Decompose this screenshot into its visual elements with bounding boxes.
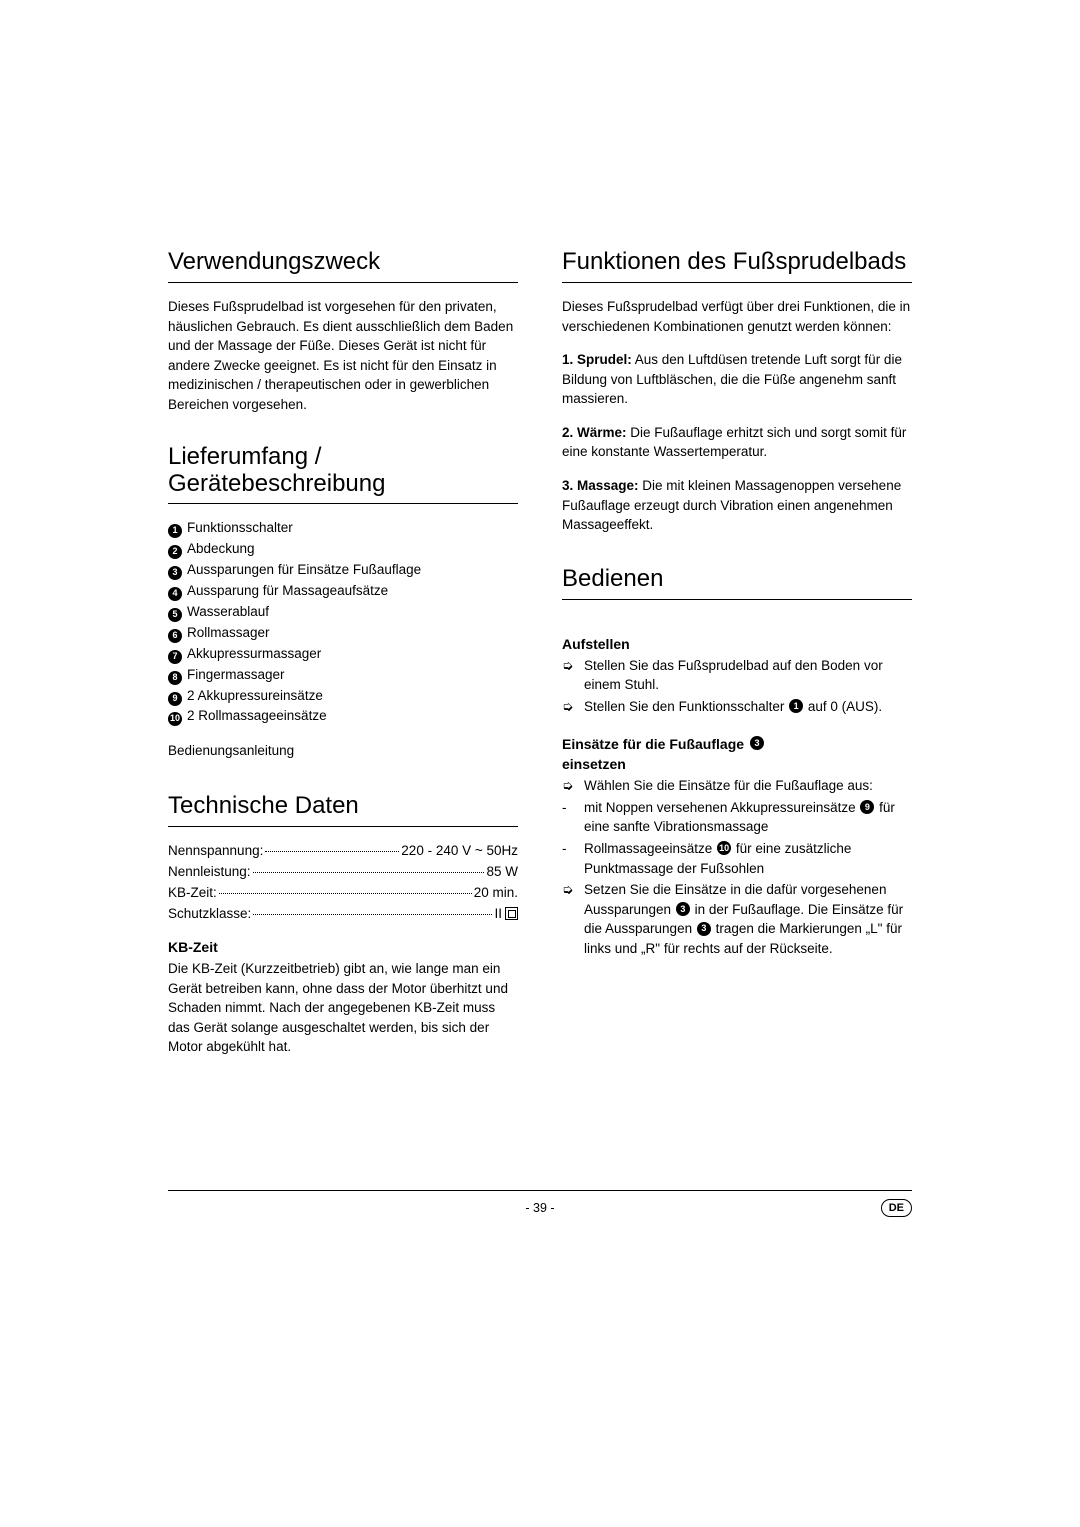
footer-line: - 39 - DE [168, 1201, 912, 1215]
number-badge-icon: 7 [168, 650, 182, 664]
parts-list-label: Fingermassager [187, 665, 285, 686]
ref-icon-10: 10 [717, 841, 731, 855]
ref-icon-9: 9 [860, 800, 874, 814]
ref-icon-3: 3 [676, 902, 690, 916]
two-column-layout: Verwendungszweck Dieses Fußsprudelbad is… [168, 248, 912, 1057]
spec-label: Schutzklasse: [168, 904, 251, 925]
aufstellen-heading: Aufstellen [562, 636, 912, 652]
heading-rule [168, 282, 518, 283]
ref-icon-1: 1 [789, 699, 803, 713]
footer-rule [168, 1190, 912, 1191]
page-footer: - 39 - DE [168, 1190, 912, 1215]
ref-icon-3: 3 [750, 736, 764, 750]
spec-table: Nennspannung:220 - 240 V ~ 50HzNennleist… [168, 841, 518, 925]
option-akkupressur: - mit Noppen versehenen Akkupressureinsä… [562, 798, 912, 837]
number-badge-icon: 2 [168, 545, 182, 559]
class-ii-icon [505, 907, 518, 920]
heading-funktionen: Funktionen des Fußsprudelbads [562, 248, 912, 276]
parts-list-label: Aussparung für Massageaufsätze [187, 581, 388, 602]
parts-list-tail: Bedienungsanleitung [168, 741, 518, 762]
kb-zeit-heading: KB-Zeit [168, 939, 518, 955]
verwendungszweck-text: Dieses Fußsprudelbad ist vorgesehen für … [168, 297, 518, 414]
parts-list-item: 1 Funktionsschalter [168, 518, 518, 539]
heading-rule [168, 826, 518, 827]
funktion-massage: 3. Massage: Die mit kleinen Massagenoppe… [562, 476, 912, 535]
parts-list-item: 6 Rollmassager [168, 623, 518, 644]
parts-list-item: 7 Akkupressurmassager [168, 644, 518, 665]
dash-icon: - [562, 798, 576, 837]
heading-rule [562, 599, 912, 600]
parts-list-label: Funktionsschalter [187, 518, 293, 539]
number-badge-icon: 9 [168, 692, 182, 706]
spec-value: 20 min. [474, 883, 518, 904]
parts-list-label: Aussparungen für Einsätze Fußauflage [187, 560, 421, 581]
parts-list: 1 Funktionsschalter 2 Abdeckung 3 Aussparunge… [168, 518, 518, 727]
parts-list-label: Rollmassager [187, 623, 270, 644]
number-badge-icon: 4 [168, 587, 182, 601]
funktion-sprudel: 1. Sprudel: Aus den Luftdüsen tretende L… [562, 350, 912, 409]
spec-value: 85 W [486, 862, 518, 883]
parts-list-item: 8 Fingermassager [168, 665, 518, 686]
spec-value: 220 - 240 V ~ 50Hz [401, 841, 518, 862]
parts-list-item: 9 2 Akkupressureinsätze [168, 686, 518, 707]
spec-leader-dots [219, 893, 472, 894]
step-aufstellen-2: ➭ Stellen Sie den Funktionsschalter 1 au… [562, 697, 912, 717]
spec-label: Nennspannung: [168, 841, 263, 862]
parts-list-item: 10 2 Rollmassageeinsätze [168, 706, 518, 727]
spec-row: KB-Zeit: 20 min. [168, 883, 518, 904]
parts-list-item: 2 Abdeckung [168, 539, 518, 560]
spec-leader-dots [253, 914, 492, 915]
option-rollmassage: - Rollmassageeinsätze 10 für eine zusätz… [562, 839, 912, 878]
heading-rule [562, 282, 912, 283]
einsaetze-heading: Einsätze für die Fußauflage 3 [562, 736, 912, 752]
arrow-icon: ➭ [562, 880, 576, 958]
heading-technische-daten: Technische Daten [168, 792, 518, 820]
number-badge-icon: 3 [168, 566, 182, 580]
parts-list-item: 5 Wasserablauf [168, 602, 518, 623]
number-badge-icon: 5 [168, 608, 182, 622]
spec-row: Nennleistung: 85 W [168, 862, 518, 883]
number-badge-icon: 8 [168, 671, 182, 685]
parts-list-label: 2 Akkupressureinsätze [187, 686, 323, 707]
spec-leader-dots [265, 851, 399, 852]
step-aufstellen-1: ➭ Stellen Sie das Fußsprudelbad auf den … [562, 656, 912, 695]
right-column: Funktionen des Fußsprudelbads Dieses Fuß… [562, 248, 912, 1057]
page-content: Verwendungszweck Dieses Fußsprudelbad is… [168, 248, 912, 1057]
spec-row: Schutzklasse: II [168, 904, 518, 925]
funktionen-intro: Dieses Fußsprudelbad verfügt über drei F… [562, 297, 912, 336]
parts-list-label: Abdeckung [187, 539, 255, 560]
spec-leader-dots [253, 872, 485, 873]
left-column: Verwendungszweck Dieses Fußsprudelbad is… [168, 248, 518, 1057]
heading-verwendungszweck: Verwendungszweck [168, 248, 518, 276]
arrow-icon: ➭ [562, 776, 576, 796]
spec-label: KB-Zeit: [168, 883, 217, 904]
parts-list-item: 3 Aussparungen für Einsätze Fußauflage [168, 560, 518, 581]
language-badge: DE [881, 1199, 912, 1217]
ref-icon-3: 3 [697, 922, 711, 936]
funktion-waerme: 2. Wärme: Die Fußauflage erhitzt sich un… [562, 423, 912, 462]
page-number: - 39 - [525, 1201, 554, 1215]
step-einsaetze-1: ➭ Wählen Sie die Einsätze für die Fußauf… [562, 776, 912, 796]
einsaetze-heading-2: einsetzen [562, 756, 912, 772]
heading-rule [168, 503, 518, 504]
step-einsaetze-2: ➭ Setzen Sie die Einsätze in die dafür v… [562, 880, 912, 958]
spec-label: Nennleistung: [168, 862, 251, 883]
heading-lieferumfang: Lieferumfang / Gerätebeschreibung [168, 444, 518, 497]
number-badge-icon: 10 [168, 712, 182, 726]
arrow-icon: ➭ [562, 656, 576, 695]
arrow-icon: ➭ [562, 697, 576, 717]
number-badge-icon: 1 [168, 524, 182, 538]
spec-row: Nennspannung: 220 - 240 V ~ 50Hz [168, 841, 518, 862]
parts-list-label: Akkupressurmassager [187, 644, 321, 665]
parts-list-item: 4 Aussparung für Massageaufsätze [168, 581, 518, 602]
parts-list-label: 2 Rollmassageeinsätze [187, 706, 327, 727]
heading-bedienen: Bedienen [562, 565, 912, 593]
parts-list-label: Wasserablauf [187, 602, 269, 623]
dash-icon: - [562, 839, 576, 878]
kb-zeit-text: Die KB-Zeit (Kurzzeitbetrieb) gibt an, w… [168, 959, 518, 1057]
number-badge-icon: 6 [168, 629, 182, 643]
spec-value: II [494, 904, 518, 925]
